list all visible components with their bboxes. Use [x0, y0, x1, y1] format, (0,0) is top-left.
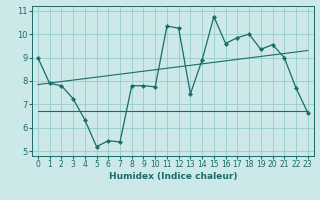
X-axis label: Humidex (Indice chaleur): Humidex (Indice chaleur)	[108, 172, 237, 181]
